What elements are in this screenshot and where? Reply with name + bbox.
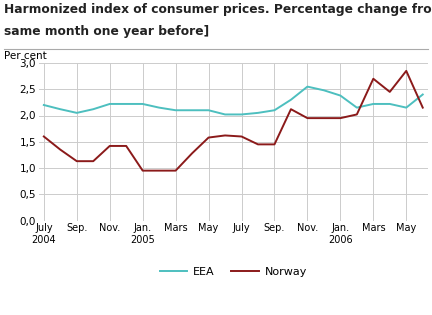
EEA bbox=[321, 89, 327, 92]
Norway bbox=[371, 77, 376, 81]
Norway bbox=[156, 169, 162, 173]
EEA bbox=[338, 94, 343, 97]
Norway bbox=[321, 116, 327, 120]
Norway bbox=[107, 144, 112, 148]
EEA bbox=[222, 112, 228, 116]
EEA bbox=[140, 102, 145, 106]
EEA bbox=[371, 102, 376, 106]
Norway bbox=[91, 159, 96, 163]
Norway bbox=[173, 169, 178, 173]
EEA bbox=[387, 102, 392, 106]
Norway bbox=[354, 112, 359, 116]
EEA bbox=[403, 106, 409, 110]
Text: Per cent: Per cent bbox=[4, 51, 47, 61]
EEA bbox=[58, 107, 63, 111]
Norway bbox=[305, 116, 310, 120]
Norway bbox=[338, 116, 343, 120]
Norway bbox=[206, 136, 211, 140]
EEA bbox=[91, 107, 96, 111]
Text: same month one year before]: same month one year before] bbox=[4, 25, 210, 38]
Norway bbox=[239, 135, 244, 138]
EEA bbox=[41, 103, 46, 107]
Norway bbox=[272, 142, 277, 146]
EEA bbox=[124, 102, 129, 106]
Norway bbox=[387, 90, 392, 94]
EEA bbox=[74, 111, 79, 115]
EEA bbox=[156, 106, 162, 110]
Norway bbox=[41, 135, 46, 138]
Norway bbox=[140, 169, 145, 173]
EEA bbox=[107, 102, 112, 106]
Norway bbox=[255, 142, 260, 146]
EEA bbox=[305, 85, 310, 89]
Norway bbox=[288, 107, 293, 111]
Norway bbox=[124, 144, 129, 148]
Norway bbox=[58, 148, 63, 152]
Norway bbox=[222, 134, 228, 137]
EEA bbox=[272, 108, 277, 112]
Legend: EEA, Norway: EEA, Norway bbox=[155, 262, 311, 281]
EEA bbox=[288, 98, 293, 102]
Text: Harmonized index of consumer prices. Percentage change from the: Harmonized index of consumer prices. Per… bbox=[4, 3, 432, 16]
Norway bbox=[420, 106, 426, 110]
EEA bbox=[206, 108, 211, 112]
EEA bbox=[354, 106, 359, 110]
EEA bbox=[420, 93, 426, 96]
EEA bbox=[255, 111, 260, 115]
Norway bbox=[403, 69, 409, 73]
EEA bbox=[173, 108, 178, 112]
Line: Norway: Norway bbox=[44, 71, 423, 171]
EEA bbox=[190, 108, 195, 112]
EEA bbox=[239, 112, 244, 116]
Norway bbox=[190, 152, 195, 155]
Line: EEA: EEA bbox=[44, 87, 423, 114]
Norway bbox=[74, 159, 79, 163]
